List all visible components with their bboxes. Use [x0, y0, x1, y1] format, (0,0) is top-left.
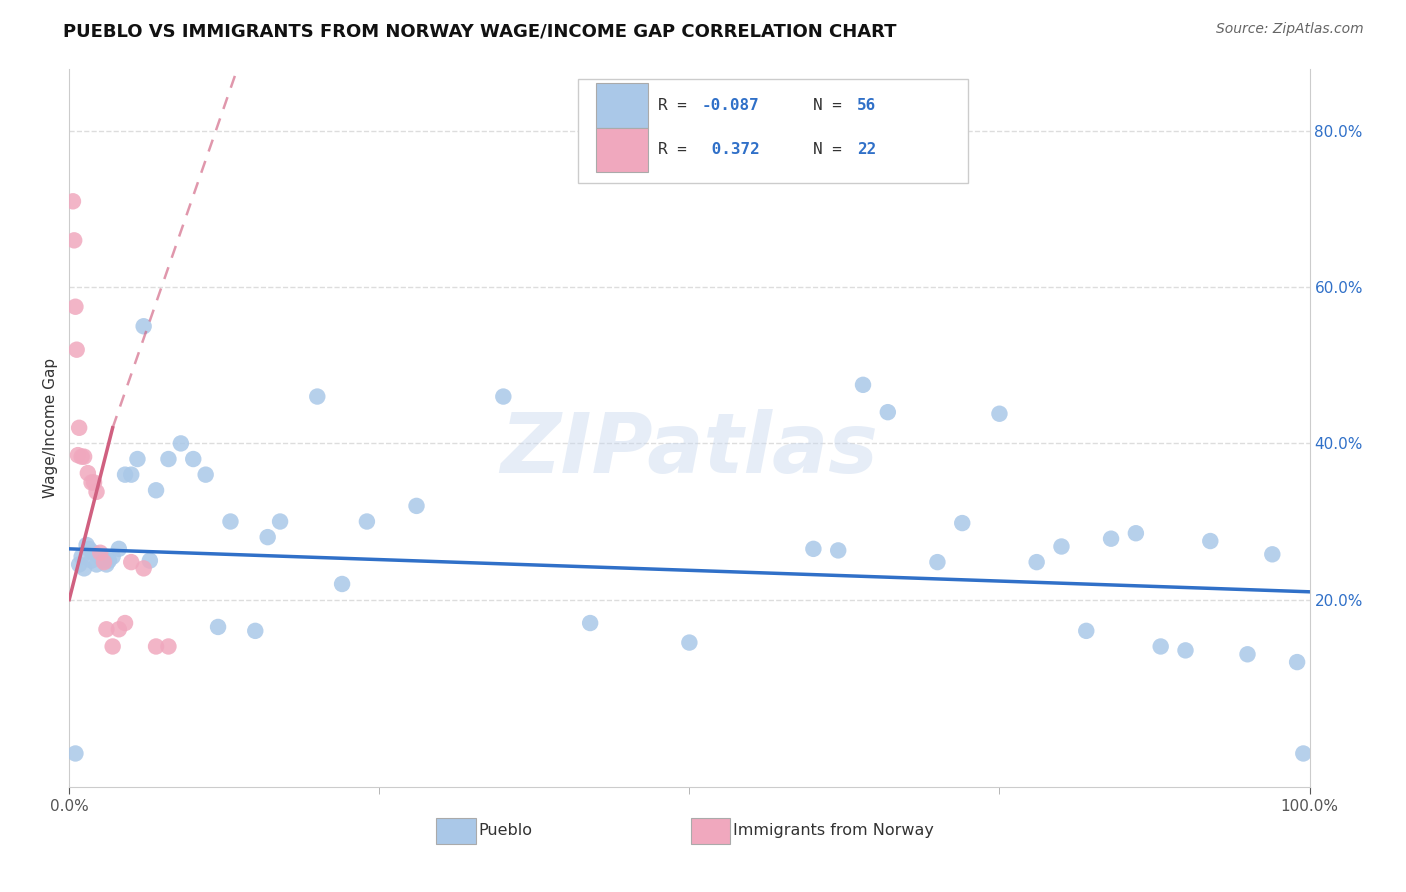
- Point: [65, 300, 87, 314]
- Text: -0.087: -0.087: [702, 98, 759, 112]
- Point: [120, 555, 142, 569]
- Point: [256, 530, 278, 544]
- Point: [803, 541, 825, 556]
- Point: [170, 436, 193, 450]
- Point: [83, 546, 105, 560]
- Point: [1286, 655, 1309, 669]
- Point: [67, 558, 90, 572]
- Point: [132, 561, 155, 575]
- Point: [108, 622, 131, 636]
- Point: [157, 640, 180, 654]
- Point: [127, 452, 149, 467]
- Point: [852, 377, 875, 392]
- Point: [76, 466, 98, 480]
- Point: [96, 558, 118, 572]
- Point: [62, 194, 84, 209]
- Point: [145, 640, 167, 654]
- Point: [83, 475, 105, 490]
- FancyBboxPatch shape: [436, 818, 477, 844]
- Point: [114, 467, 136, 482]
- Point: [101, 640, 124, 654]
- Point: [89, 546, 111, 560]
- Point: [307, 390, 329, 404]
- Point: [93, 555, 115, 569]
- Point: [876, 405, 898, 419]
- Point: [145, 483, 167, 498]
- Point: [1050, 540, 1073, 554]
- Text: N =: N =: [814, 143, 852, 157]
- Point: [579, 615, 602, 630]
- Text: ZIPatlas: ZIPatlas: [501, 409, 879, 490]
- Point: [80, 475, 103, 490]
- Point: [70, 549, 93, 564]
- Point: [73, 561, 96, 575]
- FancyBboxPatch shape: [596, 83, 648, 128]
- Point: [97, 553, 120, 567]
- Point: [80, 553, 103, 567]
- Text: 56: 56: [856, 98, 876, 112]
- Text: R =: R =: [658, 98, 697, 112]
- Point: [132, 319, 155, 334]
- Point: [927, 555, 949, 569]
- Point: [988, 407, 1011, 421]
- Point: [139, 553, 162, 567]
- Point: [1025, 555, 1047, 569]
- FancyBboxPatch shape: [596, 128, 648, 172]
- Point: [1199, 534, 1222, 549]
- Point: [405, 499, 427, 513]
- Point: [66, 448, 89, 462]
- Point: [65, 747, 87, 761]
- Point: [120, 467, 142, 482]
- Text: 0.372: 0.372: [702, 143, 759, 157]
- Point: [89, 549, 111, 564]
- FancyBboxPatch shape: [578, 79, 969, 184]
- Text: N =: N =: [814, 98, 852, 112]
- Point: [70, 450, 93, 464]
- Point: [1292, 747, 1315, 761]
- Point: [330, 577, 353, 591]
- Point: [356, 515, 378, 529]
- Point: [245, 624, 267, 638]
- Point: [67, 421, 90, 435]
- Point: [194, 467, 217, 482]
- Point: [269, 515, 291, 529]
- Point: [66, 343, 89, 357]
- Point: [101, 549, 124, 564]
- Point: [1150, 640, 1173, 654]
- Point: [76, 538, 98, 552]
- Point: [86, 484, 108, 499]
- Text: Immigrants from Norway: Immigrants from Norway: [733, 822, 934, 838]
- Point: [1236, 648, 1258, 662]
- Point: [1099, 532, 1122, 546]
- Point: [1125, 526, 1147, 541]
- Y-axis label: Wage/Income Gap: Wage/Income Gap: [44, 358, 58, 498]
- Point: [1261, 547, 1284, 561]
- Point: [63, 233, 86, 247]
- Point: [77, 541, 100, 556]
- Point: [157, 452, 180, 467]
- Point: [96, 622, 118, 636]
- Text: Pueblo: Pueblo: [478, 822, 533, 838]
- Text: Source: ZipAtlas.com: Source: ZipAtlas.com: [1216, 22, 1364, 37]
- Point: [93, 553, 115, 567]
- Point: [86, 558, 108, 572]
- Point: [108, 541, 131, 556]
- Point: [219, 515, 242, 529]
- Text: R =: R =: [658, 143, 697, 157]
- Point: [1076, 624, 1098, 638]
- Point: [73, 450, 96, 464]
- Point: [207, 620, 229, 634]
- Text: 22: 22: [856, 143, 876, 157]
- FancyBboxPatch shape: [690, 818, 730, 844]
- Point: [492, 390, 515, 404]
- Text: PUEBLO VS IMMIGRANTS FROM NORWAY WAGE/INCOME GAP CORRELATION CHART: PUEBLO VS IMMIGRANTS FROM NORWAY WAGE/IN…: [63, 22, 897, 40]
- Point: [950, 516, 973, 530]
- Point: [678, 635, 700, 649]
- Point: [1174, 643, 1197, 657]
- Point: [114, 615, 136, 630]
- Point: [181, 452, 204, 467]
- Point: [827, 543, 849, 558]
